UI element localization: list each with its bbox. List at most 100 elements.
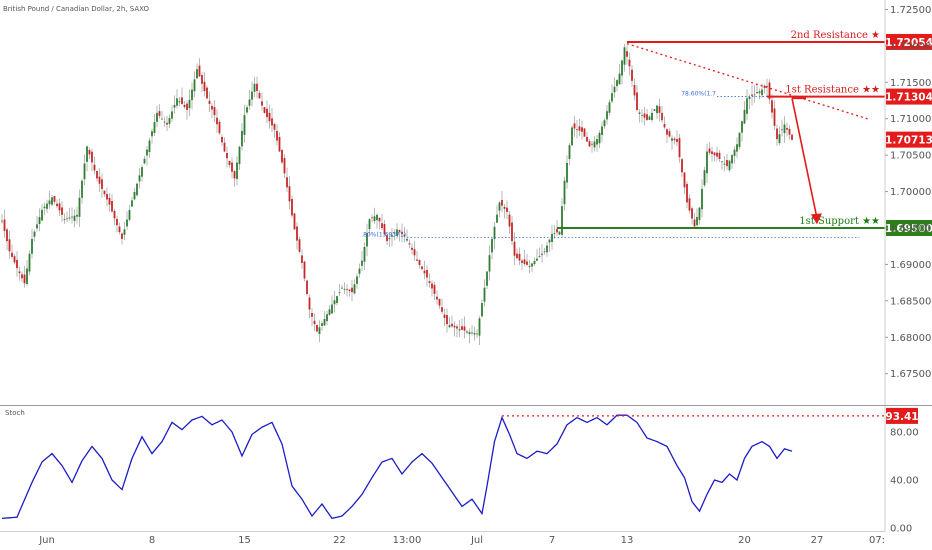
candle-body: [288, 186, 291, 202]
2nd-resistance-tag: [886, 33, 932, 50]
candle-body: [156, 112, 158, 122]
candle-body: [181, 97, 183, 105]
candle-body: [458, 329, 461, 331]
1st-support-tag-value: 1.69500: [885, 223, 932, 235]
candle-body: [16, 259, 18, 269]
candle-body: [8, 239, 11, 252]
candle-body: [328, 309, 331, 315]
candle-body: [778, 134, 781, 144]
candle-body: [513, 241, 516, 256]
candle-body: [348, 289, 351, 291]
candle-body: [221, 136, 223, 143]
candle-body: [358, 268, 361, 274]
candle-body: [26, 268, 28, 284]
candle-body: [83, 163, 86, 180]
price-tick-label: 1.72500: [890, 5, 931, 16]
2nd-resistance-label: 2nd Resistance ★: [791, 30, 880, 41]
candle-body: [591, 143, 593, 145]
candle-body: [518, 253, 521, 261]
stoch-title: Stoch: [5, 409, 25, 417]
candle-body: [683, 172, 686, 188]
candle-body: [173, 104, 176, 108]
candle-body: [23, 274, 26, 284]
candle-body: [278, 137, 281, 152]
candle-body: [508, 214, 511, 227]
price-tick-label: 1.68500: [890, 296, 931, 307]
chart-title: British Pound / Canadian Dollar, 2h, SAX…: [3, 5, 149, 13]
candle-body: [411, 247, 413, 250]
candle-body: [253, 83, 256, 92]
candle-body: [86, 146, 88, 162]
candle-body: [233, 171, 236, 179]
candle-body: [263, 107, 266, 113]
candle-body: [203, 81, 206, 92]
candle-body: [643, 113, 646, 118]
candle-body: [101, 179, 103, 189]
candle-body: [413, 249, 416, 256]
candle-body: [606, 111, 608, 120]
candle-body: [218, 121, 221, 134]
candle-body: [93, 164, 96, 171]
candle-body: [306, 280, 308, 295]
candle-body: [268, 112, 271, 122]
candle-body: [451, 323, 453, 327]
candle-body: [566, 162, 568, 183]
time-tick-label: 7: [549, 535, 555, 546]
candle-body: [241, 130, 243, 147]
candle-body: [398, 229, 401, 232]
candle-body: [503, 206, 506, 209]
time-tick-label: Jun: [38, 535, 55, 546]
stoch-line: [1, 414, 793, 520]
candle-body: [298, 239, 301, 252]
candle-body: [13, 256, 16, 263]
candle-body: [351, 287, 353, 293]
candle-body: [526, 261, 528, 265]
candle-body: [211, 105, 213, 110]
candle-body: [401, 231, 403, 235]
candle-body: [291, 198, 293, 216]
candle-body: [21, 274, 23, 279]
candle-body: [36, 224, 38, 229]
candles-layer: [1, 44, 793, 346]
time-tick-label: 20: [738, 535, 751, 546]
candle-body: [116, 218, 118, 226]
candle-body: [713, 152, 716, 156]
candle-body: [516, 253, 518, 259]
candle-body: [213, 107, 216, 116]
candle-body: [318, 327, 321, 335]
candle-body: [543, 251, 546, 253]
candle-body: [431, 283, 433, 289]
candle-body: [388, 238, 391, 240]
candle-body: [136, 183, 138, 196]
candle-body: [703, 170, 706, 186]
candle-body: [686, 183, 688, 203]
candle-body: [441, 307, 443, 312]
candle-body: [38, 217, 41, 225]
candle-body: [536, 258, 538, 261]
candle-body: [376, 214, 378, 221]
candle-body: [681, 159, 683, 173]
candle-body: [323, 319, 326, 326]
candle-body: [533, 261, 536, 264]
1st-resistance-tag: [886, 88, 932, 105]
candle-body: [58, 203, 61, 211]
candle-body: [61, 207, 63, 215]
candle-body: [166, 122, 168, 125]
candle-body: [456, 326, 458, 329]
candle-body: [438, 298, 441, 306]
candle-body: [448, 325, 451, 328]
candle-body: [711, 151, 713, 155]
candle-body: [493, 226, 496, 240]
candle-body: [193, 79, 196, 92]
candle-body: [763, 85, 766, 88]
candle-body: [246, 107, 248, 113]
candle-body: [433, 284, 436, 294]
candle-body: [488, 255, 491, 272]
candle-body: [51, 197, 53, 205]
candle-body: [501, 200, 503, 206]
candle-body: [353, 284, 356, 294]
candle-body: [66, 218, 68, 220]
candle-body: [668, 131, 671, 137]
candle-body: [361, 260, 363, 266]
